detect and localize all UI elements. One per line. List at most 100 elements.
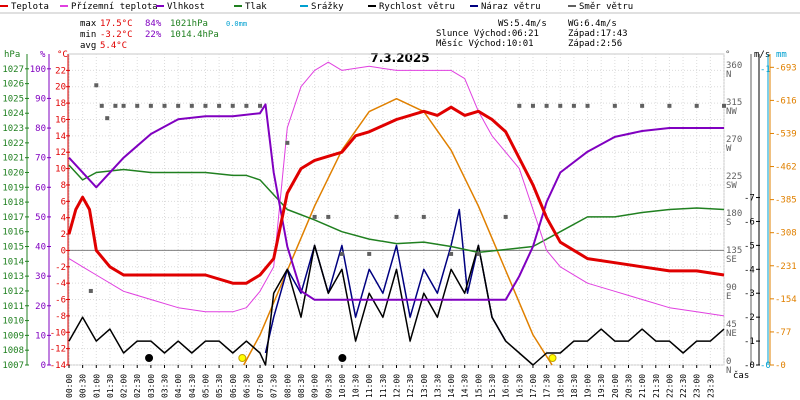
- wind-axis-tick-label: -0: [744, 361, 755, 371]
- temperature-axis-tick-label: 10: [55, 165, 66, 175]
- wind-direction-point: [88, 288, 93, 293]
- wind-direction-point: [326, 214, 331, 219]
- x-tick-label: 17:30: [543, 374, 552, 398]
- pressure-axis-tick-label: 1026: [2, 80, 24, 90]
- legend-label: Srážky: [311, 2, 344, 12]
- solar-axis-tick-label: -154: [775, 295, 797, 305]
- series-line-teplota: [67, 105, 725, 285]
- wind-direction-point: [258, 103, 263, 108]
- x-tick-label: 06:00: [229, 374, 238, 398]
- temperature-axis-tick-label: 16: [55, 115, 66, 125]
- x-axis: 00:00 00:30 01:00 01:30 02:00 02:30 03:00 03:30…: [65, 365, 715, 398]
- x-tick-label: 09:00: [311, 374, 320, 398]
- axis-header-deg: °: [725, 50, 730, 60]
- wind-direction-point: [367, 251, 372, 256]
- solar-axis-tick-label: -616: [775, 96, 797, 106]
- pressure-axis-tick-label: 1007: [2, 361, 24, 371]
- pressure-axis-tick-label: 1009: [2, 331, 24, 341]
- stat-rain: 0.0mm: [226, 20, 247, 28]
- wind-direction-point: [99, 103, 104, 108]
- wind-direction-point: [217, 103, 222, 108]
- humidity-axis-tick-label: 90: [35, 94, 46, 104]
- series-line-tlak: [68, 164, 725, 254]
- wind-axis-tick-label: -3: [744, 289, 755, 299]
- pressure-axis-tick-label: 1024: [2, 109, 24, 119]
- x-tick-label: 20:00: [611, 374, 620, 398]
- solar-axis-tick-label: -0: [775, 361, 786, 371]
- x-tick-label: 01:30: [106, 374, 115, 398]
- x-tick-label: 19:30: [597, 374, 606, 398]
- wind-direction-point: [571, 103, 576, 108]
- wind-direction-point: [667, 103, 672, 108]
- x-tick-label: 03:30: [161, 374, 170, 398]
- wind-direction-point: [694, 103, 699, 108]
- wind-axis-tick-label: -7: [744, 194, 755, 204]
- direction-axis-compass: S: [726, 218, 731, 228]
- direction-axis-value: 315: [726, 98, 742, 108]
- solar-axis-tick-label: -385: [775, 196, 797, 206]
- x-tick-label: 22:30: [679, 374, 688, 398]
- legend-bar: [0, 0, 800, 13]
- x-tick-label: 04:30: [188, 374, 197, 398]
- x-tick-label: 10:30: [352, 374, 361, 398]
- pressure-axis-tick-label: 1025: [2, 94, 24, 104]
- legend-label: Tlak: [245, 2, 267, 12]
- stat-avg-temp: 5.4°C: [100, 41, 127, 51]
- wind-direction-point: [530, 103, 535, 108]
- wind-direction-point: [544, 103, 549, 108]
- solar-axis-tick-label: -693: [775, 63, 797, 73]
- temperature-axis-tick-label: -10: [50, 328, 66, 338]
- solar-axis-tick-label: -539: [775, 129, 797, 139]
- legend-label: Teplota: [11, 2, 49, 12]
- direction-axis-compass: E: [726, 292, 731, 302]
- temperature-axis-tick-label: -12: [50, 345, 66, 355]
- series-line-naraz-vetru: [264, 208, 507, 354]
- markers-layer: [145, 354, 557, 362]
- x-tick-label: 08:30: [297, 374, 306, 398]
- wind-direction-point: [503, 214, 508, 219]
- axis-header-degc: °C: [57, 50, 68, 60]
- temperature-axis-tick-label: 0: [61, 246, 66, 256]
- humidity-axis-tick-label: 60: [35, 183, 46, 193]
- temperature-axis-tick-label: 22: [55, 66, 66, 76]
- sunrise-marker: [238, 354, 247, 362]
- x-tick-label: 17:00: [529, 374, 538, 398]
- humidity-axis-tick-label: 50: [35, 213, 46, 223]
- direction-axis-compass: SE: [726, 255, 737, 265]
- pressure-axis-tick-label: 1008: [2, 346, 24, 356]
- wind-direction-point: [148, 103, 153, 108]
- series-layer: [67, 61, 726, 366]
- pressure-axis-tick-label: 1019: [2, 183, 24, 193]
- direction-axis-value: 90: [726, 283, 737, 293]
- legend-label: Přízemní teplota: [71, 2, 158, 12]
- x-tick-label: 05:30: [215, 374, 224, 398]
- pressure-axis-tick-label: 1021: [2, 154, 24, 164]
- legend: Teplota Přízemní teplota Vlhkost Tlak Srážky…: [0, 2, 633, 12]
- x-tick-label: 21:30: [652, 374, 661, 398]
- wind-direction-point: [421, 214, 426, 219]
- wind-direction-point: [121, 103, 126, 108]
- sun-set: Západ:17:43: [568, 29, 628, 39]
- series-line-vlhkost: [68, 103, 724, 301]
- temperature-axis-tick-label: -4: [55, 279, 66, 289]
- solar-axis-tick-label: -77: [775, 328, 791, 338]
- wind-direction-point: [176, 103, 181, 108]
- stat-avg-label: avg: [80, 41, 96, 51]
- stat-min-press: 1014.4hPa: [170, 30, 219, 40]
- direction-axis-value: 225: [726, 172, 742, 182]
- stat-min-temp: -3.2°C: [100, 30, 133, 40]
- wind-direction-point: [612, 103, 617, 108]
- x-tick-label: 21:00: [638, 374, 647, 398]
- pressure-axis-tick-label: 1016: [2, 228, 24, 238]
- wind-direction-point: [339, 251, 344, 256]
- x-tick-label: 02:00: [120, 374, 129, 398]
- series-line-rychlost-vetru: [68, 244, 725, 366]
- humidity-axis-tick-label: 0: [41, 361, 46, 371]
- moonrise-marker: [338, 354, 347, 362]
- wind-direction-point: [394, 214, 399, 219]
- chart-title: 7.3.2025: [370, 51, 429, 65]
- x-tick-label: 12:30: [406, 374, 415, 398]
- pressure-axis-tick-label: 1014: [2, 257, 24, 267]
- temperature-axis-tick-label: 18: [55, 99, 66, 109]
